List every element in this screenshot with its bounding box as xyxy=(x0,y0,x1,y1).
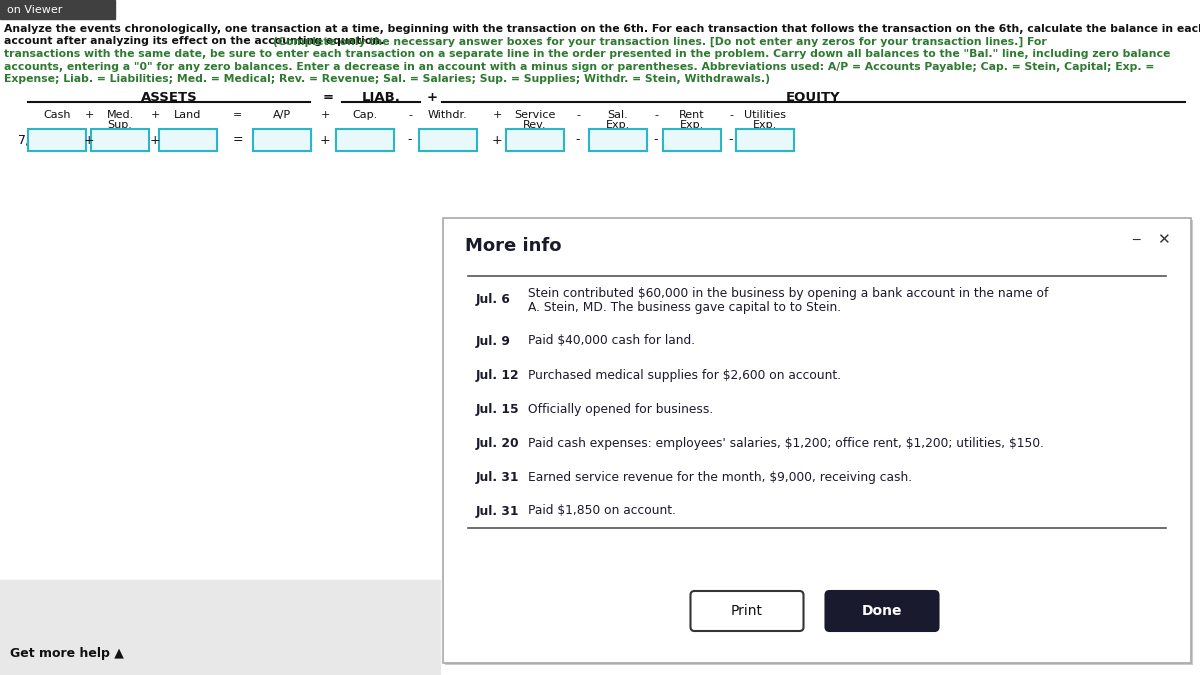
Text: Paid cash expenses: employees' salaries, $1,200; office rent, $1,200; utilities,: Paid cash expenses: employees' salaries,… xyxy=(528,437,1044,450)
FancyBboxPatch shape xyxy=(443,218,1190,663)
Bar xyxy=(444,219,1190,662)
Text: -: - xyxy=(654,110,658,120)
Text: Exp.: Exp. xyxy=(752,120,778,130)
Text: Cap.: Cap. xyxy=(353,110,378,120)
Text: +: + xyxy=(150,134,161,146)
Text: Rent: Rent xyxy=(679,110,704,120)
Text: Jul. 12: Jul. 12 xyxy=(476,369,520,381)
Text: +: + xyxy=(492,110,502,120)
Text: transactions with the same date, be sure to enter each transaction on a separate: transactions with the same date, be sure… xyxy=(4,49,1170,59)
Text: Officially opened for business.: Officially opened for business. xyxy=(528,402,713,416)
Text: Withdr.: Withdr. xyxy=(428,110,468,120)
Text: A. Stein, MD. The business gave capital to to Stein.: A. Stein, MD. The business gave capital … xyxy=(528,300,841,313)
Bar xyxy=(419,129,478,151)
Text: =: = xyxy=(233,110,242,120)
Text: ─: ─ xyxy=(1133,234,1140,246)
FancyBboxPatch shape xyxy=(445,220,1193,665)
Text: -: - xyxy=(654,134,659,146)
Text: Sup.: Sup. xyxy=(108,120,132,130)
Text: Service: Service xyxy=(515,110,556,120)
Text: +: + xyxy=(84,110,94,120)
Text: LIAB.: LIAB. xyxy=(361,91,401,104)
Text: Utilities: Utilities xyxy=(744,110,786,120)
Text: -: - xyxy=(408,110,412,120)
Text: Jul. 31: Jul. 31 xyxy=(476,470,520,483)
Text: Earned service revenue for the month, $9,000, receiving cash.: Earned service revenue for the month, $9… xyxy=(528,470,912,483)
Text: Cash: Cash xyxy=(43,110,71,120)
Text: Rev.: Rev. xyxy=(523,120,547,130)
Bar xyxy=(736,129,794,151)
Text: Jul. 20: Jul. 20 xyxy=(476,437,520,450)
Text: +: + xyxy=(492,134,503,146)
Text: Land: Land xyxy=(174,110,202,120)
Text: Jul. 15: Jul. 15 xyxy=(476,402,520,416)
Text: Purchased medical supplies for $2,600 on account.: Purchased medical supplies for $2,600 on… xyxy=(528,369,841,381)
Text: +: + xyxy=(150,110,160,120)
Text: Done: Done xyxy=(862,604,902,618)
Text: accounts, entering a "0" for any zero balances. Enter a decrease in an account w: accounts, entering a "0" for any zero ba… xyxy=(4,61,1154,72)
Bar xyxy=(506,129,564,151)
Text: Sal.: Sal. xyxy=(607,110,629,120)
Text: Stein contributed $60,000 in the business by opening a bank account in the name : Stein contributed $60,000 in the busines… xyxy=(528,286,1049,300)
Bar xyxy=(158,129,217,151)
Bar xyxy=(0,0,115,19)
Text: -: - xyxy=(730,110,733,120)
Text: Expense; Liab. = Liabilities; Med. = Medical; Rev. = Revenue; Sal. = Salaries; S: Expense; Liab. = Liabilities; Med. = Med… xyxy=(4,74,770,84)
Bar xyxy=(0,580,440,675)
Text: Print: Print xyxy=(731,604,763,618)
Text: Paid $1,850 on account.: Paid $1,850 on account. xyxy=(528,504,676,518)
Text: (Complete only the necessary answer boxes for your transaction lines. [Do not en: (Complete only the necessary answer boxe… xyxy=(274,36,1046,47)
Text: Paid $40,000 cash for land.: Paid $40,000 cash for land. xyxy=(528,335,695,348)
Text: Get more help ▲: Get more help ▲ xyxy=(10,647,124,660)
Text: Jul. 31: Jul. 31 xyxy=(476,504,520,518)
FancyBboxPatch shape xyxy=(826,591,938,631)
Bar xyxy=(91,129,149,151)
Text: -: - xyxy=(728,134,733,146)
Text: -: - xyxy=(576,110,580,120)
Text: 7/6: 7/6 xyxy=(18,134,38,146)
Text: on Viewer: on Viewer xyxy=(7,5,62,15)
Text: +: + xyxy=(426,91,438,104)
Text: +: + xyxy=(319,134,330,146)
Text: +: + xyxy=(320,110,330,120)
Bar xyxy=(589,129,647,151)
Bar xyxy=(28,129,86,151)
Text: Exp.: Exp. xyxy=(680,120,704,130)
Text: Jul. 6: Jul. 6 xyxy=(476,294,511,306)
Text: =: = xyxy=(233,134,244,146)
Text: ASSETS: ASSETS xyxy=(140,91,197,104)
Bar xyxy=(253,129,311,151)
Bar xyxy=(336,129,394,151)
Text: =: = xyxy=(323,91,334,104)
Text: Exp.: Exp. xyxy=(606,120,630,130)
Text: +: + xyxy=(84,134,95,146)
Text: -: - xyxy=(576,134,581,146)
FancyBboxPatch shape xyxy=(690,591,804,631)
Text: More info: More info xyxy=(466,237,562,255)
Text: Med.: Med. xyxy=(107,110,133,120)
Text: ✕: ✕ xyxy=(1157,232,1169,248)
Text: account after analyzing its effect on the accounting equation.: account after analyzing its effect on th… xyxy=(4,36,388,47)
Text: Jul. 9: Jul. 9 xyxy=(476,335,511,348)
Bar xyxy=(662,129,721,151)
Text: Analyze the events chronologically, one transaction at a time, beginning with th: Analyze the events chronologically, one … xyxy=(4,24,1200,34)
Text: A/P: A/P xyxy=(272,110,292,120)
Text: -: - xyxy=(408,134,413,146)
Text: EQUITY: EQUITY xyxy=(786,91,841,104)
